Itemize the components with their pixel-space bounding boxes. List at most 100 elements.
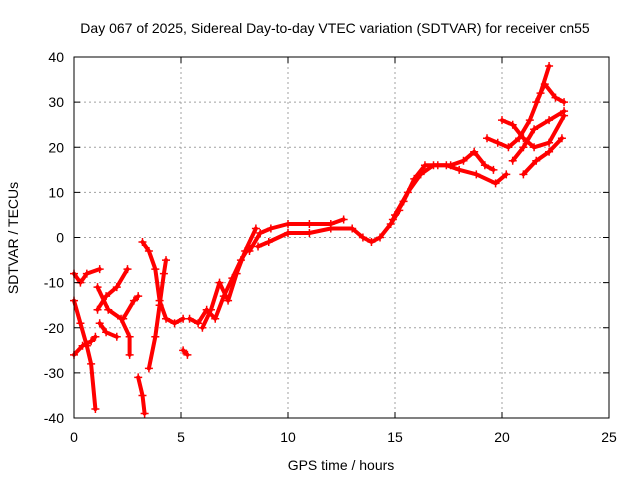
- data-point: [232, 269, 241, 278]
- data-point: [459, 156, 468, 165]
- data-point: [530, 125, 539, 134]
- series-arc-1: [70, 265, 104, 287]
- data-point: [112, 332, 121, 341]
- data-point: [532, 156, 541, 165]
- series-arc-4: [93, 265, 132, 314]
- data-point: [560, 107, 569, 116]
- data-point: [162, 314, 171, 323]
- series-line: [521, 136, 564, 177]
- data-point: [144, 247, 153, 256]
- data-point: [339, 215, 348, 224]
- data-point: [162, 256, 171, 265]
- data-point: [416, 170, 425, 179]
- data-point: [545, 62, 554, 71]
- data-point: [420, 161, 429, 170]
- data-point: [251, 224, 260, 233]
- data-point: [134, 292, 143, 301]
- series-line: [121, 294, 141, 321]
- data-point: [264, 238, 273, 247]
- data-point: [560, 98, 569, 107]
- data-point: [489, 165, 498, 174]
- y-tick-label: 20: [48, 139, 64, 155]
- data-point: [119, 314, 128, 323]
- x-axis-label: GPS time / hours: [288, 457, 395, 473]
- series-line: [97, 321, 119, 339]
- data-point: [540, 80, 549, 89]
- series-arc-11: [179, 346, 192, 359]
- series-arc-15: [254, 206, 404, 251]
- data-point: [284, 228, 292, 237]
- data-point: [305, 228, 314, 237]
- data-point: [508, 120, 517, 129]
- series-line: [72, 267, 102, 285]
- data-point: [95, 265, 104, 274]
- data-point: [82, 269, 91, 278]
- data-point: [348, 224, 357, 233]
- data-point: [429, 161, 438, 170]
- data-point: [206, 305, 215, 314]
- data-point: [112, 283, 121, 292]
- series-arc-10: [144, 256, 171, 373]
- data-point: [519, 134, 528, 143]
- data-point: [123, 265, 132, 274]
- data-point: [545, 138, 554, 147]
- data-point: [125, 350, 134, 359]
- data-point: [386, 219, 395, 228]
- series-line: [534, 82, 567, 105]
- series-line: [95, 285, 132, 357]
- data-series: [70, 62, 569, 418]
- x-tick-label: 5: [177, 429, 185, 445]
- data-point: [95, 319, 104, 328]
- series-arc-8: [134, 373, 149, 418]
- data-point: [104, 305, 113, 314]
- data-point: [254, 242, 263, 251]
- y-tick-label: 40: [48, 49, 64, 65]
- axes: 0 5 10 15 20 25 -40 -30 -20 -10 0 10 20 30 40: [44, 49, 617, 445]
- data-point: [87, 359, 96, 368]
- y-tick-label: -10: [44, 275, 64, 291]
- data-point: [502, 170, 511, 179]
- y-tick-label: -20: [44, 320, 64, 336]
- data-point: [557, 134, 566, 143]
- data-point: [472, 170, 481, 179]
- data-point: [138, 238, 147, 247]
- series-arc-13: [198, 224, 260, 332]
- series-line: [390, 149, 496, 222]
- series-arc-16: [388, 147, 498, 224]
- series-line: [485, 64, 552, 150]
- data-point: [151, 265, 160, 274]
- y-tick-label: -40: [44, 410, 64, 426]
- data-point: [480, 161, 489, 170]
- series-arc-17: [391, 161, 511, 219]
- data-point: [519, 170, 528, 179]
- y-tick-label: 30: [48, 94, 64, 110]
- data-point: [155, 301, 164, 310]
- data-point: [245, 247, 254, 256]
- data-point: [376, 233, 385, 242]
- y-tick-label: 0: [56, 230, 64, 246]
- grid-lines: [74, 57, 609, 418]
- data-point: [358, 233, 367, 242]
- series-arc-14: [245, 215, 348, 256]
- data-point: [266, 224, 275, 233]
- series-arc-7: [119, 292, 143, 323]
- data-point: [284, 219, 292, 228]
- series-arc-20: [508, 107, 569, 165]
- data-point: [78, 341, 87, 350]
- y-tick-label: 10: [48, 184, 64, 200]
- data-point: [91, 332, 100, 341]
- series-arc-6: [95, 319, 121, 341]
- data-point: [525, 116, 534, 125]
- data-point: [508, 156, 517, 165]
- data-point: [179, 346, 188, 355]
- data-point: [545, 116, 554, 125]
- data-point: [194, 319, 203, 328]
- data-point: [134, 373, 143, 382]
- data-point: [125, 332, 134, 341]
- data-point: [215, 278, 224, 287]
- data-point: [93, 283, 102, 292]
- data-point: [498, 116, 506, 125]
- data-point: [183, 350, 192, 359]
- data-point: [483, 134, 492, 143]
